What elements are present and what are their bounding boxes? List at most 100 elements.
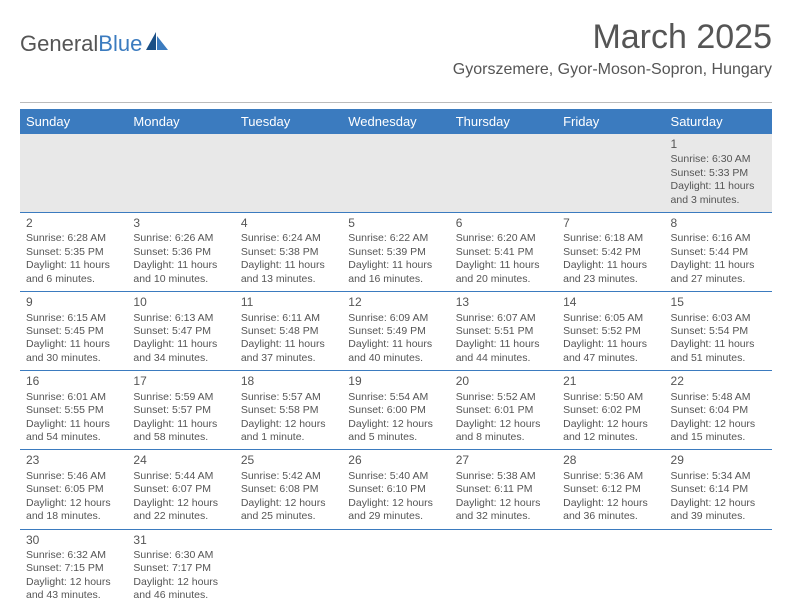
calendar-day-cell: 8Sunrise: 6:16 AMSunset: 5:44 PMDaylight… [665, 213, 772, 292]
sunset-text: Sunset: 6:12 PM [563, 483, 658, 496]
weekday-header: Sunday [20, 109, 127, 134]
calendar-day-cell: 28Sunrise: 5:36 AMSunset: 6:12 PMDayligh… [557, 450, 664, 529]
sunset-text: Sunset: 5:48 PM [241, 325, 336, 338]
sunset-text: Sunset: 6:05 PM [26, 483, 121, 496]
sunrise-text: Sunrise: 6:18 AM [563, 232, 658, 245]
daylight-text: Daylight: 11 hours and 27 minutes. [671, 259, 766, 286]
daylight-text: Daylight: 11 hours and 44 minutes. [456, 338, 551, 365]
sunrise-text: Sunrise: 6:24 AM [241, 232, 336, 245]
day-number: 9 [26, 295, 121, 310]
sunrise-text: Sunrise: 5:54 AM [348, 391, 443, 404]
day-number: 21 [563, 374, 658, 389]
day-number: 7 [563, 216, 658, 231]
day-number: 17 [133, 374, 228, 389]
calendar-day-cell: 16Sunrise: 6:01 AMSunset: 5:55 PMDayligh… [20, 371, 127, 450]
day-number: 6 [456, 216, 551, 231]
daylight-text: Daylight: 12 hours and 8 minutes. [456, 418, 551, 445]
calendar-day-cell: 1Sunrise: 6:30 AMSunset: 5:33 PMDaylight… [665, 134, 772, 213]
day-number: 5 [348, 216, 443, 231]
calendar-day-cell: 6Sunrise: 6:20 AMSunset: 5:41 PMDaylight… [450, 213, 557, 292]
day-number: 31 [133, 533, 228, 548]
calendar-day-cell: 25 Sunrise: 5:42 AMSunset: 6:08 PMDayligh… [235, 450, 342, 529]
sunset-text: Sunset: 5:58 PM [241, 404, 336, 417]
sunset-text: Sunset: 5:55 PM [26, 404, 121, 417]
sunset-text: Sunset: 5:49 PM [348, 325, 443, 338]
sunrise-text: Sunrise: 6:03 AM [671, 312, 766, 325]
sunrise-text: Sunrise: 5:42 AM [241, 470, 336, 483]
calendar-day-cell: 30Sunrise: 6:32 AMSunset: 7:15 PMDayligh… [20, 529, 127, 608]
calendar-day-cell: 15Sunrise: 6:03 AMSunset: 5:54 PMDayligh… [665, 292, 772, 371]
daylight-text: Daylight: 12 hours and 22 minutes. [133, 497, 228, 524]
sunset-text: Sunset: 5:38 PM [241, 246, 336, 259]
sunset-text: Sunset: 5:42 PM [563, 246, 658, 259]
day-number: 23 [26, 453, 121, 468]
day-number: 30 [26, 533, 121, 548]
calendar-empty-cell [665, 529, 772, 608]
day-number: 11 [241, 295, 336, 310]
day-number: 28 [563, 453, 658, 468]
sunrise-text: Sunrise: 5:44 AM [133, 470, 228, 483]
daylight-text: Daylight: 12 hours and 15 minutes. [671, 418, 766, 445]
sunrise-text: Sunrise: 5:52 AM [456, 391, 551, 404]
day-number: 10 [133, 295, 228, 310]
day-number: 22 [671, 374, 766, 389]
weekday-header: Friday [557, 109, 664, 134]
day-number: 25 [241, 453, 336, 468]
daylight-text: Daylight: 12 hours and 25 minutes. [241, 497, 336, 524]
day-number: 15 [671, 295, 766, 310]
sunrise-text: Sunrise: 5:38 AM [456, 470, 551, 483]
sunset-text: Sunset: 5:44 PM [671, 246, 766, 259]
daylight-text: Daylight: 12 hours and 32 minutes. [456, 497, 551, 524]
calendar-day-cell: 5Sunrise: 6:22 AMSunset: 5:39 PMDaylight… [342, 213, 449, 292]
daylight-text: Daylight: 11 hours and 37 minutes. [241, 338, 336, 365]
sunrise-text: Sunrise: 6:13 AM [133, 312, 228, 325]
weekday-header: Tuesday [235, 109, 342, 134]
calendar-day-cell: 20Sunrise: 5:52 AMSunset: 6:01 PMDayligh… [450, 371, 557, 450]
day-number: 14 [563, 295, 658, 310]
daylight-text: Daylight: 12 hours and 5 minutes. [348, 418, 443, 445]
day-number: 24 [133, 453, 228, 468]
sunset-text: Sunset: 6:14 PM [671, 483, 766, 496]
daylight-text: Daylight: 11 hours and 20 minutes. [456, 259, 551, 286]
daylight-text: Daylight: 12 hours and 46 minutes. [133, 576, 228, 603]
sunset-text: Sunset: 7:17 PM [133, 562, 228, 575]
sunset-text: Sunset: 5:57 PM [133, 404, 228, 417]
sunrise-text: Sunrise: 5:50 AM [563, 391, 658, 404]
calendar-day-cell: 3Sunrise: 6:26 AMSunset: 5:36 PMDaylight… [127, 213, 234, 292]
daylight-text: Daylight: 11 hours and 40 minutes. [348, 338, 443, 365]
daylight-text: Daylight: 12 hours and 43 minutes. [26, 576, 121, 603]
sunrise-text: Sunrise: 5:40 AM [348, 470, 443, 483]
calendar-day-cell: 23Sunrise: 5:46 AMSunset: 6:05 PMDayligh… [20, 450, 127, 529]
daylight-text: Daylight: 11 hours and 51 minutes. [671, 338, 766, 365]
calendar-empty-cell [342, 529, 449, 608]
sunset-text: Sunset: 6:01 PM [456, 404, 551, 417]
weekday-header: Wednesday [342, 109, 449, 134]
sunset-text: Sunset: 5:51 PM [456, 325, 551, 338]
daylight-text: Daylight: 11 hours and 34 minutes. [133, 338, 228, 365]
sunrise-text: Sunrise: 5:34 AM [671, 470, 766, 483]
sunrise-text: Sunrise: 6:30 AM [671, 153, 766, 166]
sunrise-text: Sunrise: 6:05 AM [563, 312, 658, 325]
weekday-header-row: Sunday Monday Tuesday Wednesday Thursday… [20, 109, 772, 134]
sunset-text: Sunset: 6:08 PM [241, 483, 336, 496]
sunset-text: Sunset: 6:11 PM [456, 483, 551, 496]
daylight-text: Daylight: 12 hours and 39 minutes. [671, 497, 766, 524]
logo-text-b: Blue [98, 31, 142, 56]
calendar-day-cell: 4Sunrise: 6:24 AMSunset: 5:38 PMDaylight… [235, 213, 342, 292]
day-number: 1 [671, 137, 766, 152]
day-number: 2 [26, 216, 121, 231]
daylight-text: Daylight: 11 hours and 6 minutes. [26, 259, 121, 286]
title-block: March 2025 Gyorszemere, Gyor-Moson-Sopro… [453, 18, 772, 79]
daylight-text: Daylight: 11 hours and 47 minutes. [563, 338, 658, 365]
sunset-text: Sunset: 5:39 PM [348, 246, 443, 259]
sunrise-text: Sunrise: 6:28 AM [26, 232, 121, 245]
sunset-text: Sunset: 5:45 PM [26, 325, 121, 338]
calendar-day-cell: 12Sunrise: 6:09 AMSunset: 5:49 PMDayligh… [342, 292, 449, 371]
daylight-text: Daylight: 12 hours and 12 minutes. [563, 418, 658, 445]
calendar-empty-cell [235, 529, 342, 608]
daylight-text: Daylight: 11 hours and 58 minutes. [133, 418, 228, 445]
sunrise-text: Sunrise: 6:01 AM [26, 391, 121, 404]
sunset-text: Sunset: 7:15 PM [26, 562, 121, 575]
daylight-text: Daylight: 11 hours and 10 minutes. [133, 259, 228, 286]
sunset-text: Sunset: 6:07 PM [133, 483, 228, 496]
